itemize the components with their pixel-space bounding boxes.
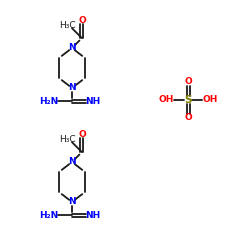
- Text: NH: NH: [86, 96, 100, 106]
- Text: OH: OH: [158, 96, 174, 104]
- Text: N: N: [68, 44, 76, 52]
- Text: H₂N: H₂N: [40, 210, 58, 220]
- Text: O: O: [78, 130, 86, 138]
- Text: O: O: [184, 114, 192, 122]
- Text: N: N: [68, 84, 76, 92]
- Text: S: S: [184, 95, 192, 105]
- Text: OH: OH: [202, 96, 218, 104]
- Text: H₃C: H₃C: [59, 135, 75, 144]
- Text: H₃C: H₃C: [59, 21, 75, 30]
- Text: N: N: [68, 158, 76, 166]
- Text: H₂N: H₂N: [40, 96, 58, 106]
- Text: O: O: [184, 78, 192, 86]
- Text: NH: NH: [86, 210, 100, 220]
- Text: O: O: [78, 16, 86, 24]
- Text: N: N: [68, 198, 76, 206]
